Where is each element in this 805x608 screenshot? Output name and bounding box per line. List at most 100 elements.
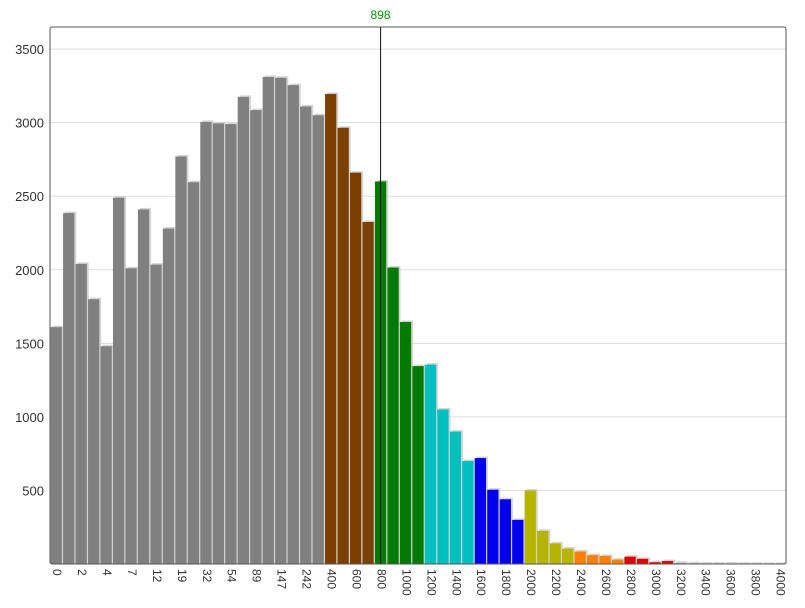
bar bbox=[462, 461, 474, 564]
x-tick-label: 147 bbox=[275, 569, 289, 589]
y-tick-label: 500 bbox=[22, 483, 44, 498]
bar bbox=[549, 543, 561, 564]
bar bbox=[175, 156, 187, 564]
x-tick-label: 242 bbox=[300, 569, 314, 589]
x-tick-label: 800 bbox=[374, 569, 388, 589]
bar bbox=[437, 409, 449, 564]
bar bbox=[262, 77, 274, 565]
bar bbox=[649, 562, 661, 564]
y-axis-ticks: 500 1000 1500 2000 2500 3000 3500 bbox=[15, 42, 44, 498]
bar bbox=[237, 96, 249, 565]
y-tick-label: 2000 bbox=[15, 263, 44, 278]
x-tick-label: 4 bbox=[100, 569, 114, 576]
bar bbox=[337, 127, 349, 564]
bar-shadow bbox=[701, 561, 713, 564]
x-tick-label: 600 bbox=[349, 569, 363, 589]
bar bbox=[212, 123, 225, 564]
x-tick-label: 2000 bbox=[524, 569, 538, 596]
bar bbox=[499, 499, 511, 564]
bar bbox=[300, 106, 312, 564]
x-tick-label: 2400 bbox=[574, 569, 588, 596]
x-tick-label: 3200 bbox=[674, 569, 688, 596]
bar-shadow bbox=[776, 562, 788, 565]
bar bbox=[312, 115, 324, 564]
bar bbox=[200, 121, 212, 564]
bar bbox=[287, 85, 299, 564]
bar bbox=[399, 321, 412, 564]
y-tick-label: 1500 bbox=[15, 336, 44, 351]
plot-frame bbox=[49, 26, 787, 565]
x-axis-ticks: 0 2 4 7 12 19 32 54 89 147 242 400 600 800 1000 1200 140… bbox=[50, 569, 788, 596]
bar bbox=[599, 555, 611, 564]
x-tick-label: 89 bbox=[250, 569, 264, 583]
bar bbox=[63, 213, 75, 564]
bar bbox=[275, 77, 287, 564]
bar bbox=[100, 346, 112, 564]
bar bbox=[112, 197, 125, 564]
bar bbox=[162, 228, 175, 564]
bar bbox=[125, 268, 137, 564]
bar-shadow bbox=[688, 561, 700, 564]
x-tick-label: 400 bbox=[325, 569, 339, 589]
x-tick-label: 12 bbox=[150, 569, 164, 583]
y-tick-label: 3500 bbox=[15, 42, 44, 57]
bar bbox=[412, 366, 424, 564]
x-tick-label: 2800 bbox=[624, 569, 638, 596]
bar bbox=[474, 458, 487, 564]
bar bbox=[574, 551, 586, 564]
bar bbox=[449, 431, 462, 564]
bar bbox=[75, 263, 87, 564]
bar-shadow bbox=[676, 561, 688, 564]
marker-label: 898 bbox=[371, 8, 391, 22]
x-tick-label: 54 bbox=[225, 569, 239, 583]
bar bbox=[325, 93, 337, 564]
x-tick-label: 3600 bbox=[724, 569, 738, 596]
bar bbox=[661, 561, 674, 564]
bar bbox=[611, 559, 624, 564]
x-tick-label: 2200 bbox=[549, 569, 563, 596]
bars bbox=[50, 75, 788, 565]
x-tick-label: 19 bbox=[175, 569, 189, 583]
x-tick-label: 7 bbox=[125, 569, 139, 576]
x-tick-label: 0 bbox=[50, 569, 64, 576]
bar bbox=[250, 110, 262, 564]
y-tick-label: 1000 bbox=[15, 410, 44, 425]
bar bbox=[150, 264, 162, 564]
bar bbox=[524, 490, 536, 564]
bar bbox=[50, 327, 62, 564]
x-tick-label: 1400 bbox=[449, 569, 463, 596]
bar bbox=[187, 182, 200, 564]
bar-shadow bbox=[763, 562, 775, 565]
x-tick-label: 4000 bbox=[774, 569, 788, 596]
x-tick-label: 1000 bbox=[399, 569, 413, 596]
bar bbox=[88, 299, 100, 564]
bar bbox=[424, 364, 437, 564]
x-tick-label: 32 bbox=[200, 569, 214, 583]
bar bbox=[587, 555, 599, 564]
bar bbox=[674, 562, 686, 564]
bar-shadow bbox=[738, 562, 750, 565]
y-tick-label: 3000 bbox=[15, 116, 44, 131]
bar bbox=[537, 530, 549, 564]
bar bbox=[636, 558, 649, 564]
bar bbox=[512, 519, 524, 564]
bar bbox=[362, 221, 374, 564]
x-tick-label: 1600 bbox=[474, 569, 488, 596]
bar bbox=[137, 209, 150, 565]
bar bbox=[225, 124, 237, 564]
x-tick-label: 3800 bbox=[749, 569, 763, 596]
x-tick-label: 3000 bbox=[649, 569, 663, 596]
bar-shadow bbox=[751, 562, 763, 565]
bar-shadow bbox=[726, 562, 738, 565]
bar-shadow bbox=[713, 562, 725, 565]
bar bbox=[349, 172, 362, 565]
y-tick-label: 2500 bbox=[15, 189, 44, 204]
x-tick-label: 3400 bbox=[699, 569, 713, 596]
x-tick-label: 1200 bbox=[424, 569, 438, 596]
bar bbox=[624, 556, 636, 564]
x-tick-label: 2600 bbox=[599, 569, 613, 596]
x-tick-label: 2 bbox=[75, 569, 89, 576]
bar bbox=[562, 548, 574, 564]
x-tick-label: 1800 bbox=[499, 569, 513, 596]
